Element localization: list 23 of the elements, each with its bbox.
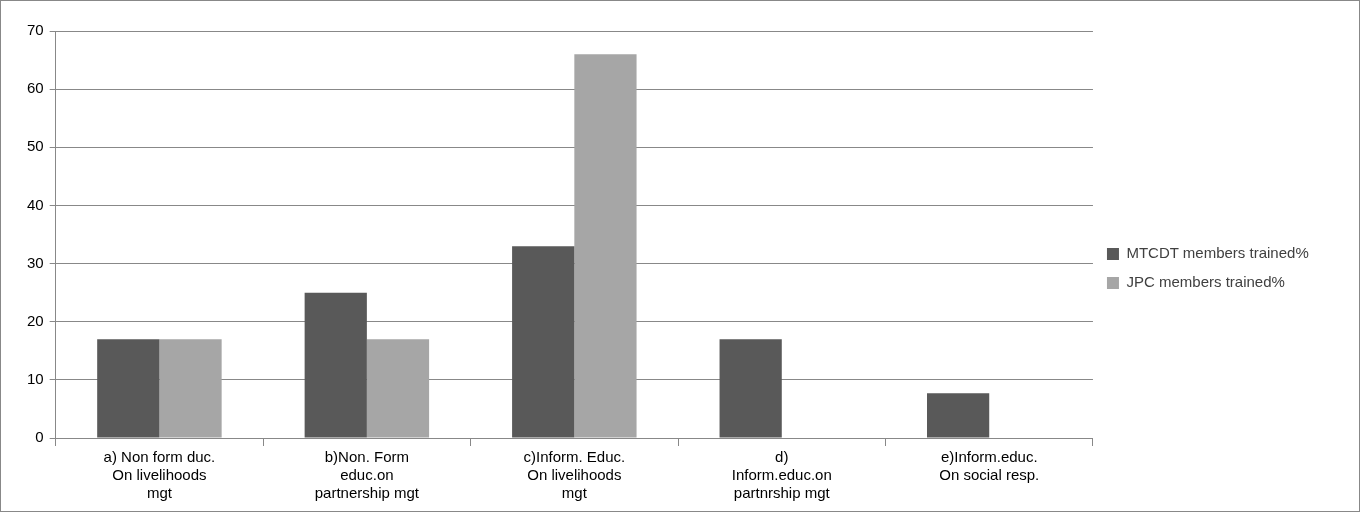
y-tick-label: 0 bbox=[35, 428, 44, 446]
y-tick-label: 40 bbox=[27, 195, 44, 213]
bar bbox=[719, 339, 782, 438]
x-tick-label: a) Non form duc. On livelihoods mgt bbox=[103, 448, 216, 502]
y-tick-label: 60 bbox=[27, 79, 44, 97]
legend-label: JPC members trained% bbox=[1126, 273, 1285, 291]
x-tick-label: d) Inform.educ.on partnrship mgt bbox=[731, 448, 832, 502]
bar bbox=[97, 339, 160, 438]
x-tick-label: e)Inform.educ. On social resp. bbox=[939, 448, 1040, 484]
bar bbox=[512, 246, 575, 438]
bar bbox=[927, 393, 990, 438]
x-tick-label: c)Inform. Educ. On livelihoods mgt bbox=[523, 448, 626, 502]
y-tick-label: 10 bbox=[27, 370, 44, 387]
bar bbox=[366, 339, 430, 438]
y-tick-label: 70 bbox=[27, 21, 44, 39]
bar bbox=[304, 292, 367, 438]
bar bbox=[574, 54, 637, 438]
bar bbox=[159, 339, 222, 438]
y-tick-label: 50 bbox=[27, 137, 44, 155]
x-tick-label: b)Non. Form educ.on partnership mgt bbox=[314, 448, 420, 502]
legend-label: MTCDT members trained% bbox=[1126, 244, 1309, 262]
y-tick-label: 20 bbox=[27, 311, 44, 329]
y-tick-label: 30 bbox=[27, 253, 44, 271]
